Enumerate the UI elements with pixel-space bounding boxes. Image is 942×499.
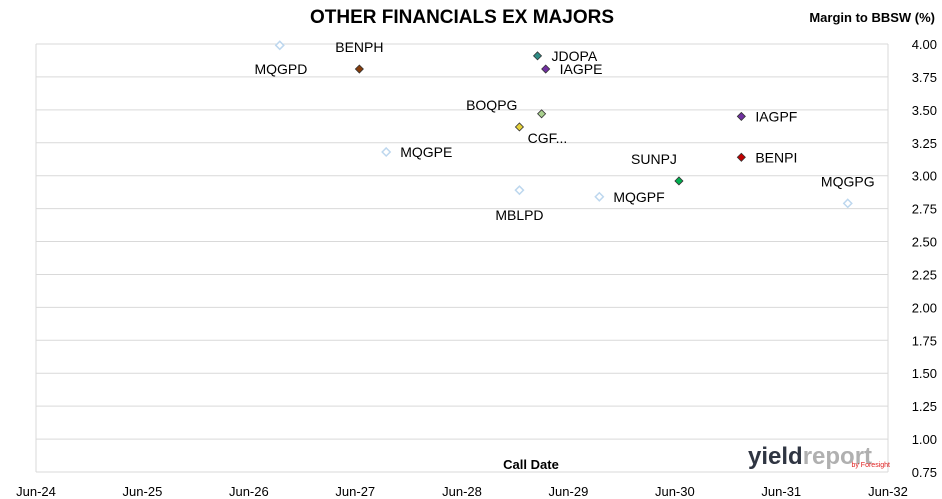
gridlines	[35, 43, 889, 473]
data-point-marker	[354, 64, 364, 74]
y-tick-label: 4.00	[912, 37, 937, 52]
data-point-marker	[274, 40, 285, 51]
y-tick-label: 2.25	[912, 267, 937, 282]
data-point-marker	[381, 146, 392, 158]
y-tick-label: 2.50	[912, 235, 937, 250]
y-tick-label: 2.00	[912, 300, 937, 315]
logo-word-report: report	[803, 443, 872, 470]
data-point-label: BOQPG	[466, 97, 517, 113]
x-tick-label: Jun-29	[549, 484, 589, 499]
y-tick-label: 0.75	[912, 465, 937, 480]
logo-text: yieldreport	[748, 443, 872, 470]
y-tick-label: 3.75	[912, 70, 937, 85]
data-point-marker	[736, 111, 746, 121]
x-tick-label: Jun-31	[761, 484, 801, 499]
x-tick-label: Jun-28	[442, 484, 482, 499]
y-tick-labels: 4.00 3.75 3.50 3.25 3.00 2.75 2.50 2.25 2.00 1.75…	[912, 37, 937, 480]
data-point-label: MQGPG	[821, 173, 875, 189]
data-point-label: SUNPJ	[631, 151, 677, 167]
data-point-marker	[541, 64, 551, 74]
data-point-label: MQGPE	[400, 144, 452, 160]
data-point-label: IAGPE	[560, 61, 603, 77]
x-tick-label: Jun-24	[16, 484, 56, 499]
data-point-marker	[736, 152, 746, 162]
y-tick-label: 3.00	[912, 169, 937, 184]
data-point-marker	[514, 122, 525, 132]
y-tick-label: 2.75	[912, 202, 937, 217]
data-point-marker	[842, 198, 853, 209]
data-point-marker	[674, 176, 684, 186]
x-tick-labels: Jun-24 Jun-25 Jun-26 Jun-27 Jun-28 Jun-29 Jun-…	[16, 484, 908, 499]
data-point-marker	[594, 191, 605, 202]
data-point-label: MQGPF	[613, 189, 664, 205]
chart-title: OTHER FINANCIALS EX MAJORS	[310, 7, 614, 28]
x-tick-label: Jun-27	[335, 484, 375, 499]
data-point-label: MQGPD	[254, 61, 307, 77]
data-point-label: CGF...	[528, 130, 568, 146]
x-axis-label: Call Date	[503, 457, 559, 472]
y-tick-label: 1.00	[912, 432, 937, 447]
x-tick-label: Jun-25	[123, 484, 163, 499]
data-point-marker	[537, 109, 547, 119]
x-tick-label: Jun-30	[655, 484, 695, 499]
data-point-marker	[532, 51, 543, 61]
yieldreport-logo: yieldreport by Foresight	[748, 443, 890, 470]
data-point-label: MBLPD	[495, 207, 543, 223]
data-point-label: JDOPA	[552, 48, 598, 64]
logo-word-yield: yield	[748, 443, 803, 470]
data-point-label: BENPI	[755, 149, 797, 165]
x-tick-label: Jun-32	[868, 484, 908, 499]
x-tick-label: Jun-26	[229, 484, 269, 499]
data-point-label: BENPH	[335, 39, 383, 55]
data-point-marker	[514, 185, 525, 196]
y-tick-label: 3.50	[912, 103, 937, 118]
data-point-label: IAGPF	[755, 108, 797, 124]
logo-subtitle: by Foresight	[851, 462, 890, 469]
y-tick-label: 1.75	[912, 333, 937, 348]
y-axis-label: Margin to BBSW (%)	[809, 10, 935, 25]
y-tick-label: 1.50	[912, 366, 937, 381]
y-tick-label: 3.25	[912, 136, 937, 151]
y-tick-label: 1.25	[912, 399, 937, 414]
